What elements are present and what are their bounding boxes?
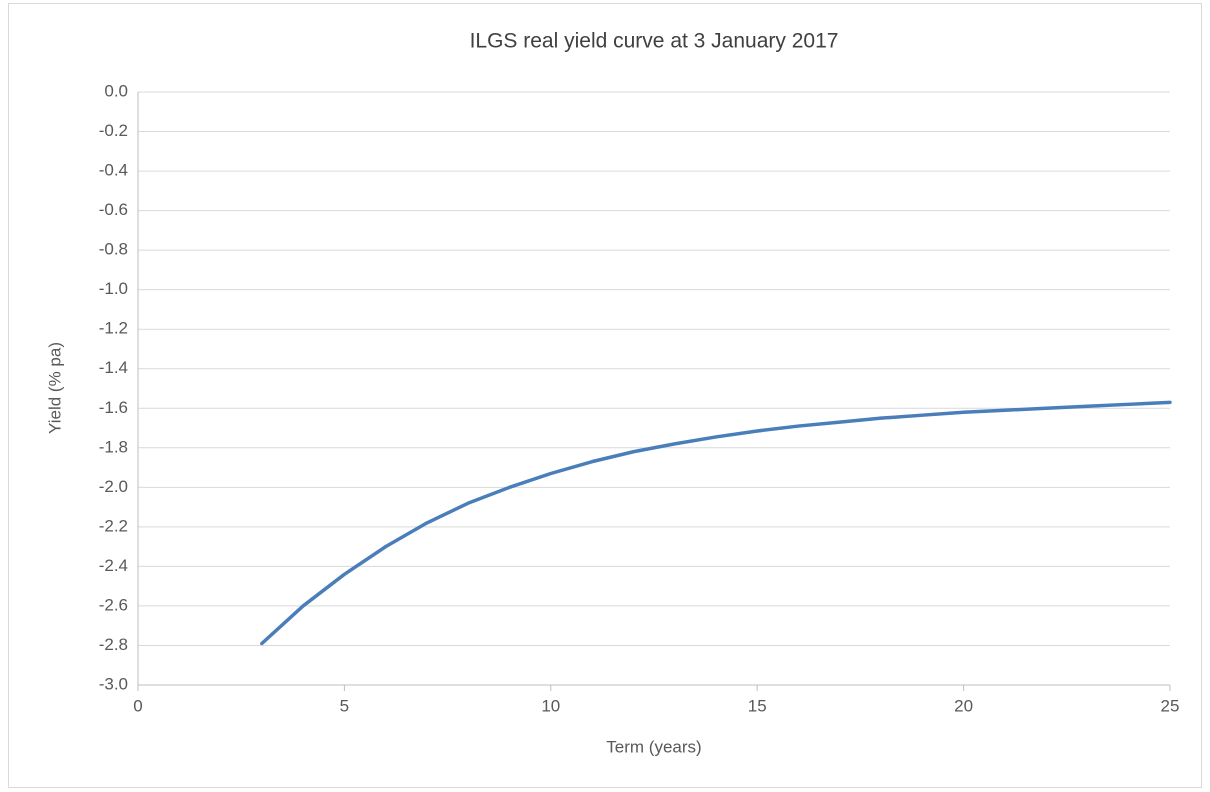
- x-tick-label: 25: [1161, 696, 1180, 715]
- y-tick-label: 0.0: [104, 81, 128, 100]
- y-tick-label: -1.0: [99, 279, 128, 298]
- x-tick-label: 10: [541, 696, 560, 715]
- x-tick-label: 20: [954, 696, 973, 715]
- chart-frame: [8, 3, 1202, 788]
- y-tick-label: -1.2: [99, 319, 128, 338]
- x-tick-label: 0: [133, 696, 142, 715]
- x-axis-title: Term (years): [606, 737, 701, 756]
- y-tick-label: -2.6: [99, 595, 128, 614]
- y-tick-label: -0.4: [99, 161, 128, 180]
- y-tick-label: -1.6: [99, 398, 128, 417]
- y-tick-label: -2.8: [99, 635, 128, 654]
- y-tick-label: -1.8: [99, 437, 128, 456]
- y-tick-label: -2.2: [99, 516, 128, 535]
- y-tick-label: -2.4: [99, 556, 128, 575]
- y-tick-label: -0.6: [99, 200, 128, 219]
- chart-title: ILGS real yield curve at 3 January 2017: [470, 30, 839, 53]
- y-tick-label: -0.2: [99, 121, 128, 140]
- series-line: [260, 400, 1172, 646]
- y-tick-label: -0.8: [99, 240, 128, 259]
- y-tick-label: -2.0: [99, 477, 128, 496]
- x-tick-label: 5: [340, 696, 349, 715]
- y-axis-title: Yield (% pa): [45, 342, 64, 434]
- y-tick-label: -1.4: [99, 358, 128, 377]
- x-tick-label: 15: [748, 696, 767, 715]
- y-tick-label: -3.0: [99, 674, 128, 693]
